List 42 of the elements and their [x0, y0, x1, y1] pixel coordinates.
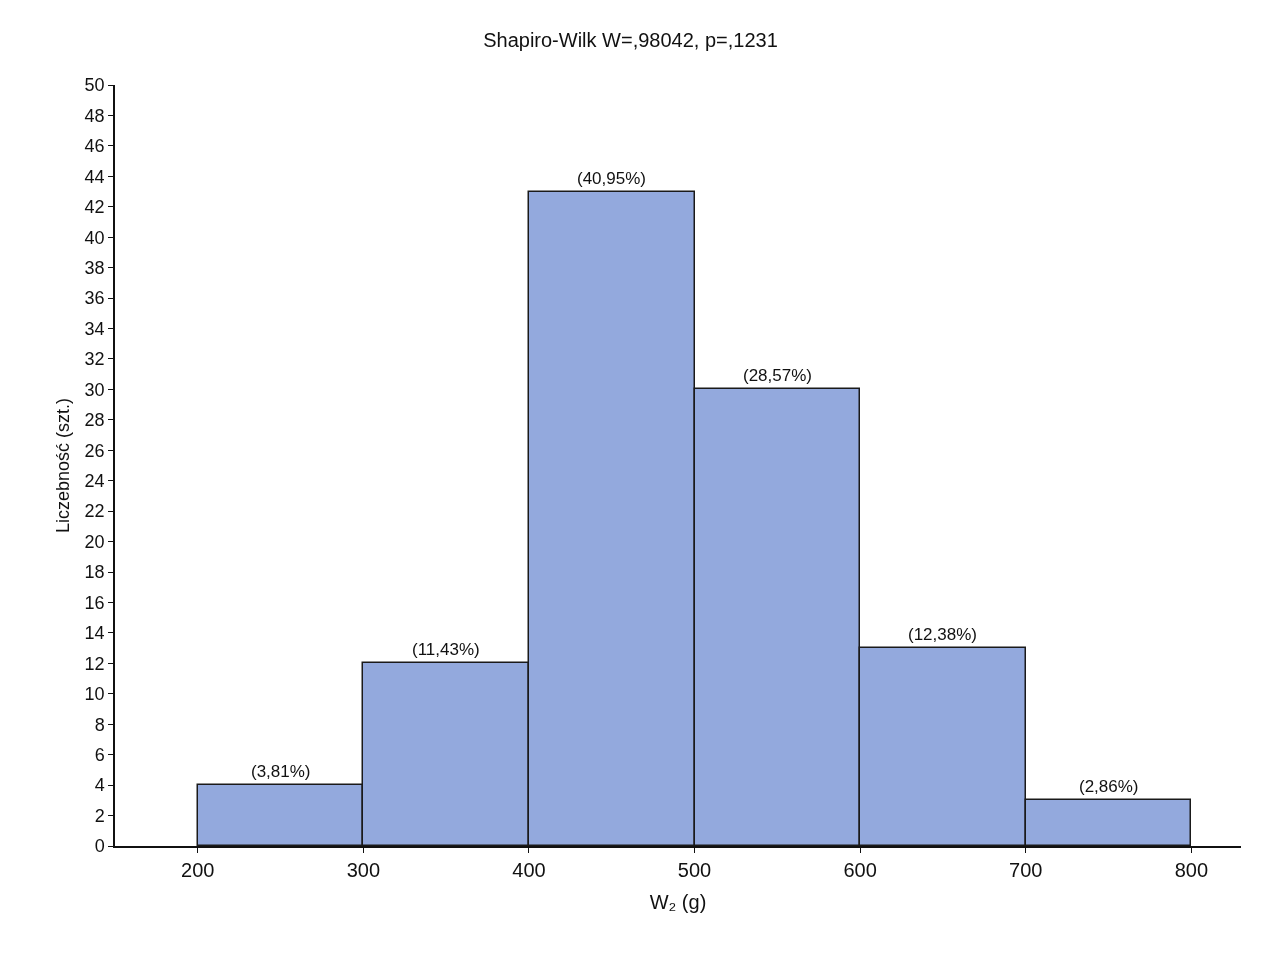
- x-tick-label: 200: [181, 858, 215, 881]
- y-tick-label: 46: [84, 136, 105, 157]
- y-tick-label: 10: [84, 684, 105, 705]
- annotation: (11,43%): [412, 640, 480, 659]
- y-tick-label: 2: [94, 805, 105, 826]
- y-tick-label: 36: [84, 288, 105, 309]
- y-tick-label: 44: [84, 166, 105, 187]
- annotation: (28,57%): [743, 366, 812, 385]
- y-tick-label: 20: [84, 531, 105, 552]
- y-tick-label: 6: [94, 744, 105, 765]
- x-tick-label: 400: [512, 858, 546, 881]
- x-tick-label: 600: [843, 858, 877, 881]
- y-tick-label: 16: [84, 592, 105, 613]
- annotation: (2,86%): [1079, 777, 1139, 796]
- annotation: (3,81%): [251, 762, 311, 781]
- y-tick-label: 12: [84, 653, 105, 674]
- y-tick-label: 24: [84, 471, 105, 492]
- y-tick-label: 26: [84, 440, 105, 461]
- annotation: (40,95%): [577, 169, 646, 188]
- y-tick-label: 38: [84, 257, 105, 278]
- y-tick-label: 34: [84, 318, 105, 339]
- y-axis-title: Liczebność (szt.): [52, 397, 73, 534]
- x-tick-label: 700: [1009, 858, 1043, 881]
- y-tick-label: 48: [84, 105, 105, 126]
- y-tick-label: 0: [94, 836, 105, 857]
- x-axis-title: W₂ (g): [649, 890, 707, 913]
- annotation: (12,38%): [908, 625, 977, 644]
- x-tick-label: 300: [346, 858, 381, 881]
- y-tick-label: 32: [84, 349, 105, 370]
- y-tick-label: 4: [94, 775, 105, 796]
- y-tick-label: 28: [84, 410, 105, 431]
- y-tick-label: 18: [84, 562, 105, 583]
- y-tick-label: 30: [84, 379, 105, 400]
- y-tick-label: 8: [94, 714, 105, 735]
- y-tick-label: 14: [84, 623, 105, 644]
- x-tick-label: 500: [677, 858, 712, 881]
- x-tick-label: 800: [1174, 858, 1209, 881]
- y-tick-label: 22: [84, 501, 105, 522]
- y-tick-label: 40: [84, 227, 105, 248]
- y-tick-label: 42: [84, 197, 105, 218]
- y-tick-label: 50: [84, 75, 105, 96]
- chart-title: Shapiro-Wilk W=,98042, p=,1231: [483, 29, 778, 52]
